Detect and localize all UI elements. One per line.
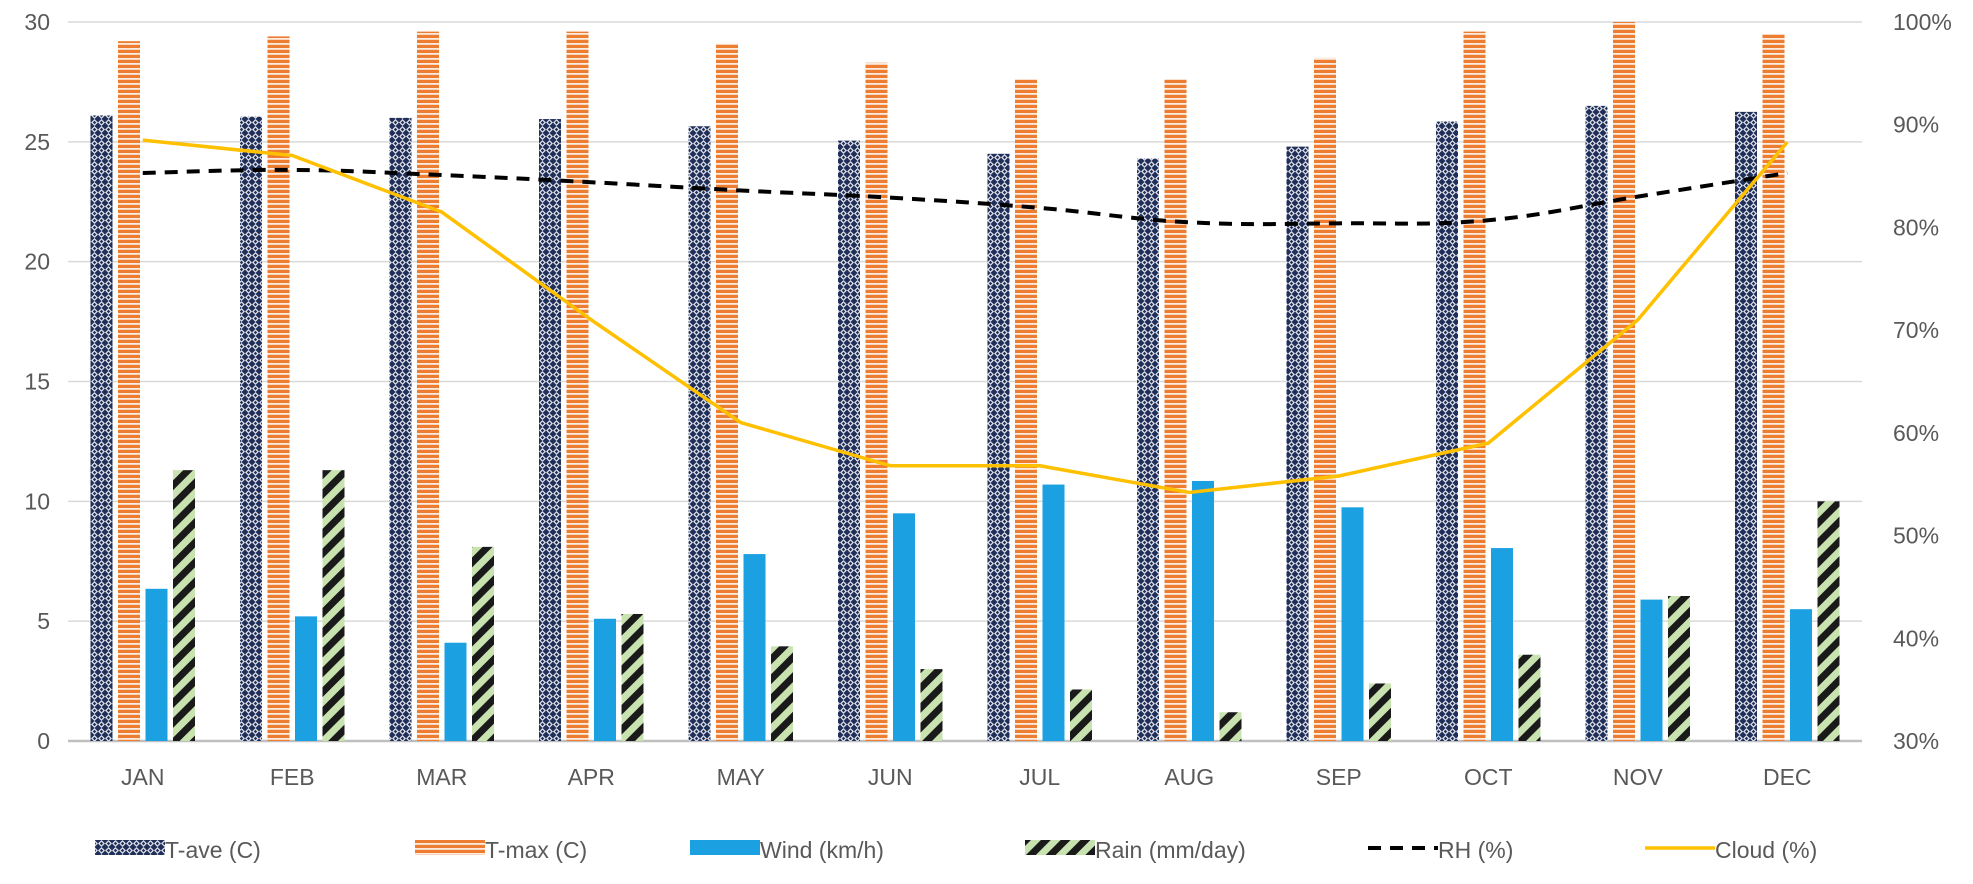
bar-solid [1491,548,1513,741]
bar-dots [1137,158,1159,742]
x-tick-label: OCT [1464,764,1513,790]
bar-diag [1369,683,1391,741]
bar-dots [1286,146,1309,742]
x-tick-label: SEP [1316,764,1362,790]
bar-hstripes [566,31,589,741]
y-right-tick-label: 80% [1893,214,1939,240]
legend-label: T-ave (C) [165,837,261,863]
lines-layer [142,138,1789,495]
bar-diag [1219,712,1242,741]
y-right-tick-label: 30% [1893,728,1939,754]
legend-label: Cloud (%) [1715,837,1817,863]
legend: T-ave (C) T-max (C) Wind (km/h) Rain (mm/da… [95,837,1817,863]
y-left-tick-label: 0 [37,728,50,754]
bar-hstripes [267,36,290,741]
bar-dots [1436,121,1458,741]
legend-swatch [95,840,165,855]
y-left-tick-label: 15 [24,369,50,395]
bar-dots [1735,111,1757,741]
cloud-line [142,138,1789,495]
legend-label: T-max (C) [485,837,587,863]
x-tick-label: JAN [121,764,164,790]
legend-label: RH (%) [1438,837,1513,863]
x-tick-label: NOV [1613,764,1664,790]
bar-dots [240,116,262,741]
bar-dots [539,119,561,741]
bar-diag [173,470,195,741]
y-right-tick-label: 50% [1893,523,1939,549]
x-tick-label: AUG [1164,764,1214,790]
x-tick-label: APR [568,764,615,790]
bar-hstripes [1613,22,1635,741]
bar-solid [893,513,915,741]
bar-diag [771,646,793,741]
y-left-tick-label: 30 [24,9,50,35]
labels-layer: 0 5 10 15 20 25 30 30% 40% 50% 60% 70% 80% 90% 100% JAN… [24,9,1951,790]
y-right-tick-label: 100% [1893,9,1952,35]
bar-hstripes [1314,57,1336,741]
bar-diag [1070,689,1092,741]
bar-solid [1790,609,1812,741]
bar-diag [920,669,943,741]
x-tick-label: JUN [868,764,913,790]
bars-layer [90,22,1840,742]
bar-hstripes [716,43,738,741]
y-right-tick-label: 70% [1893,317,1939,343]
bar-hstripes [1762,33,1785,741]
y-left-tick-label: 5 [37,608,50,634]
y-right-tick-label: 60% [1893,420,1939,446]
bar-hstripes [1463,31,1486,741]
x-tick-label: JUL [1019,764,1060,790]
bar-hstripes [417,31,439,741]
legend-swatch [1025,840,1095,855]
bar-solid [1640,599,1663,741]
bar-diag [1518,654,1541,741]
bar-dots [90,115,113,742]
x-tick-label: FEB [270,764,315,790]
y-right-tick-label: 40% [1893,625,1939,651]
bar-hstripes [865,62,888,741]
x-tick-label: MAR [416,764,467,790]
bar-dots [987,153,1010,742]
bar-dots [688,126,711,741]
bar-dots [838,140,860,741]
bar-dots [1585,105,1608,742]
bar-solid [743,554,766,741]
legend-label: Rain (mm/day) [1095,837,1246,863]
grid-layer [68,21,1862,743]
y-left-tick-label: 10 [24,488,50,514]
legend-swatch [690,840,760,855]
legend-swatch [415,840,485,855]
bar-solid [145,588,168,741]
bar-diag [1817,501,1840,741]
bar-diag [472,546,494,741]
bar-solid [1341,507,1364,741]
bar-solid [1042,484,1065,741]
bar-diag [621,613,644,741]
bar-solid [295,616,317,741]
bar-diag [1668,596,1690,741]
y-left-tick-label: 25 [24,129,50,155]
bar-diag [322,470,345,741]
bar-solid [594,618,616,741]
y-right-tick-label: 90% [1893,112,1939,138]
bar-solid [444,642,467,741]
bar-hstripes [1164,79,1187,741]
bar-solid [1192,480,1214,741]
x-tick-label: MAY [717,764,765,790]
bar-hstripes [1015,79,1037,741]
rh-line [142,167,1788,227]
x-tick-label: DEC [1763,764,1812,790]
legend-label: Wind (km/h) [760,837,884,863]
y-left-tick-label: 20 [24,249,50,275]
bar-dots [389,117,412,741]
bar-hstripes [118,41,140,741]
